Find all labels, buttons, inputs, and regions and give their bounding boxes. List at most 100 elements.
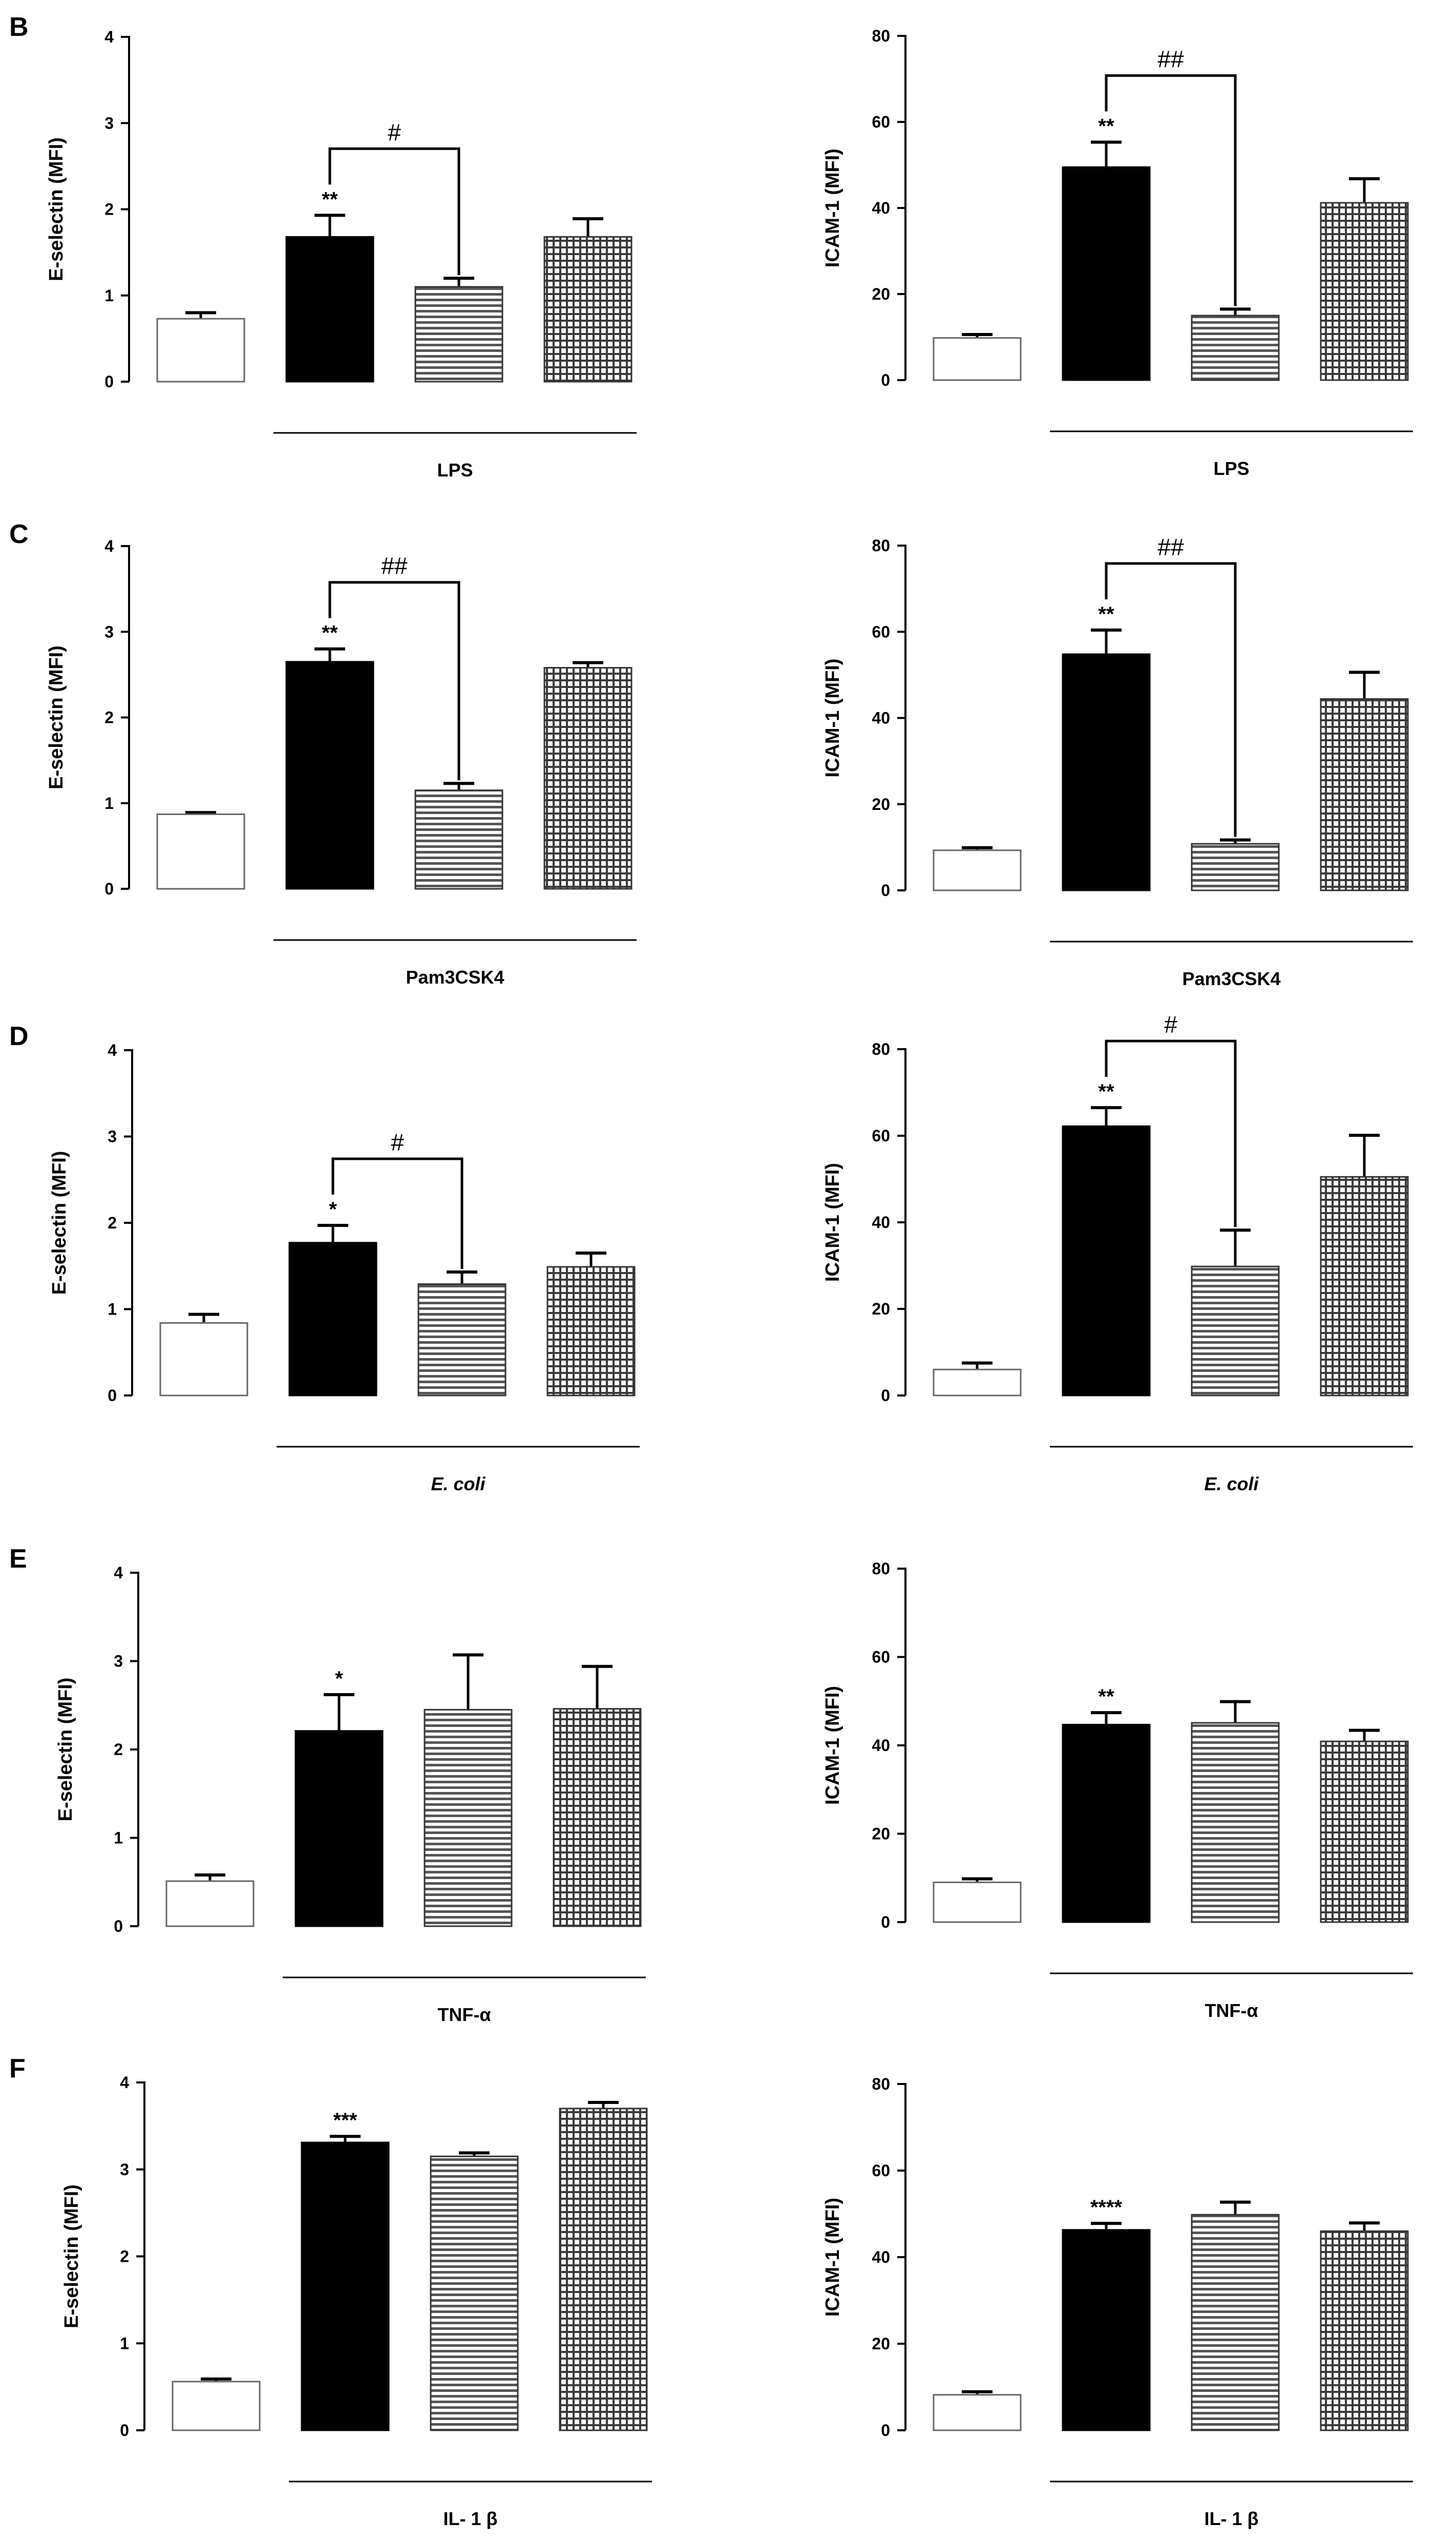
chart-panel-7: E 0 1 2 3 4 E-selectin (MFI) * TNF-α [9,1544,646,2025]
y-tick-label: 60 [872,2161,890,2180]
y-tick-label: 4 [104,537,114,555]
bar-grid [1320,2230,1409,2431]
y-tick-label: 3 [114,1652,123,1671]
y-tick-label: 0 [114,1917,123,1935]
bracket-label: ## [1157,46,1184,72]
chart-panel-2: 0 20 40 60 80 ICAM-1 (MFI) ** ## LPS [822,27,1413,479]
y-tick-label: 80 [872,2075,890,2093]
y-axis-title: E-selectin (MFI) [61,2184,82,2328]
y-axis-title: E-selectin (MFI) [46,645,67,789]
bar-grid [1320,202,1409,381]
chart-panel-10: 0 20 40 60 80 ICAM-1 (MFI) **** IL- 1 β [822,2075,1413,2529]
chart-panel-3: C 0 1 2 3 4 E-selectin (MFI) ** ## Pam3CSK4 [9,519,637,988]
y-tick-label: 1 [108,1300,117,1319]
y-tick-label: 80 [872,27,890,45]
chart-panel-5: D 0 1 2 3 4 E-selectin (MFI) * # E. coli [9,1022,640,1494]
y-tick-label: 80 [872,1559,890,1578]
y-tick-label: 4 [108,1041,117,1059]
significance-bracket [1105,1039,1237,1227]
y-tick-label: 1 [114,1829,123,1847]
y-tick-label: 80 [872,1040,890,1058]
y-tick-label: 40 [872,709,890,727]
bar-open [165,1880,255,1927]
y-tick-label: 1 [104,794,114,812]
bar-open [156,813,245,890]
bracket-label: # [388,119,401,145]
significance-label: * [329,1198,337,1221]
y-tick-label: 40 [872,199,890,217]
group-label: TNF-α [1205,2000,1258,2021]
bar-solid [1062,2229,1151,2431]
y-tick-label: 3 [120,2160,129,2179]
bar-horizontal-lines [1191,2214,1280,2431]
group-label: Pam3CSK4 [406,967,504,988]
y-axis-title: ICAM-1 (MFI) [822,149,843,267]
bar-open [172,2381,261,2431]
chart-panel-9: F 0 1 2 3 4 E-selectin (MFI) *** IL- 1 β [9,2054,652,2529]
group-label: E. coli [1204,1473,1259,1494]
bar-solid [285,661,374,890]
significance-label: ** [1098,1080,1114,1103]
y-tick-label: 0 [104,372,114,391]
significance-label: **** [1090,2196,1123,2219]
y-tick-label: 0 [881,1913,890,1931]
bracket-label: ## [1157,534,1184,560]
group-label: LPS [1213,458,1249,479]
significance-bracket [1105,562,1237,837]
y-tick-label: 40 [872,1736,890,1755]
y-tick-label: 20 [872,285,890,303]
bracket-label: # [1164,1011,1177,1038]
y-tick-label: 3 [108,1128,117,1146]
group-label: IL- 1 β [444,2508,498,2529]
significance-label: ** [322,188,338,211]
y-tick-label: 2 [104,708,114,727]
y-tick-label: 1 [104,286,114,305]
y-axis-title: ICAM-1 (MFI) [822,658,843,777]
group-label: E. coli [431,1473,486,1494]
bar-solid [1062,653,1151,891]
bracket-label: # [391,1129,404,1156]
y-tick-label: 4 [114,1564,123,1582]
y-tick-label: 60 [872,1127,890,1145]
chart-panel-4: 0 20 40 60 80 ICAM-1 (MFI) ** ## Pam3CSK4 [822,534,1413,989]
y-axis-title: E-selectin (MFI) [55,1678,76,1822]
panel-letter: B [9,12,29,42]
bar-solid [294,1730,384,1927]
y-tick-label: 0 [108,1386,117,1405]
y-tick-label: 0 [104,880,114,898]
panel-letter: F [9,2054,26,2083]
group-label: Pam3CSK4 [1182,968,1280,989]
bar-open [156,318,245,383]
bar-horizontal-lines [414,286,503,383]
y-axis-title: ICAM-1 (MFI) [822,2198,843,2317]
y-tick-label: 3 [104,114,114,132]
y-tick-label: 2 [108,1214,117,1232]
y-tick-label: 0 [881,881,890,900]
bar-horizontal-lines [424,1708,513,1927]
y-tick-label: 20 [872,2334,890,2353]
significance-label: ** [1098,1685,1114,1708]
bar-open [933,1881,1022,1923]
bar-solid [1062,1723,1151,1923]
bar-solid [301,2141,390,2431]
significance-label: ** [1098,115,1114,137]
bar-horizontal-lines [1191,843,1280,891]
bar-open [933,2394,1022,2431]
y-tick-label: 40 [872,1213,890,1232]
panel-letter: E [9,1544,27,1574]
y-tick-label: 2 [120,2247,129,2266]
bar-grid [553,1708,642,1927]
bar-grid [559,2108,648,2431]
y-tick-label: 0 [120,2421,129,2440]
group-label: LPS [437,460,473,481]
bar-open [933,337,1022,381]
bar-open [933,849,1022,891]
bar-grid [546,1266,636,1396]
panel-letter: C [9,519,29,549]
y-axis-title: E-selectin (MFI) [49,1151,70,1295]
significance-bracket [1105,74,1237,306]
significance-label: *** [333,2109,357,2132]
y-tick-label: 60 [872,622,890,641]
bar-horizontal-lines [430,2155,519,2431]
